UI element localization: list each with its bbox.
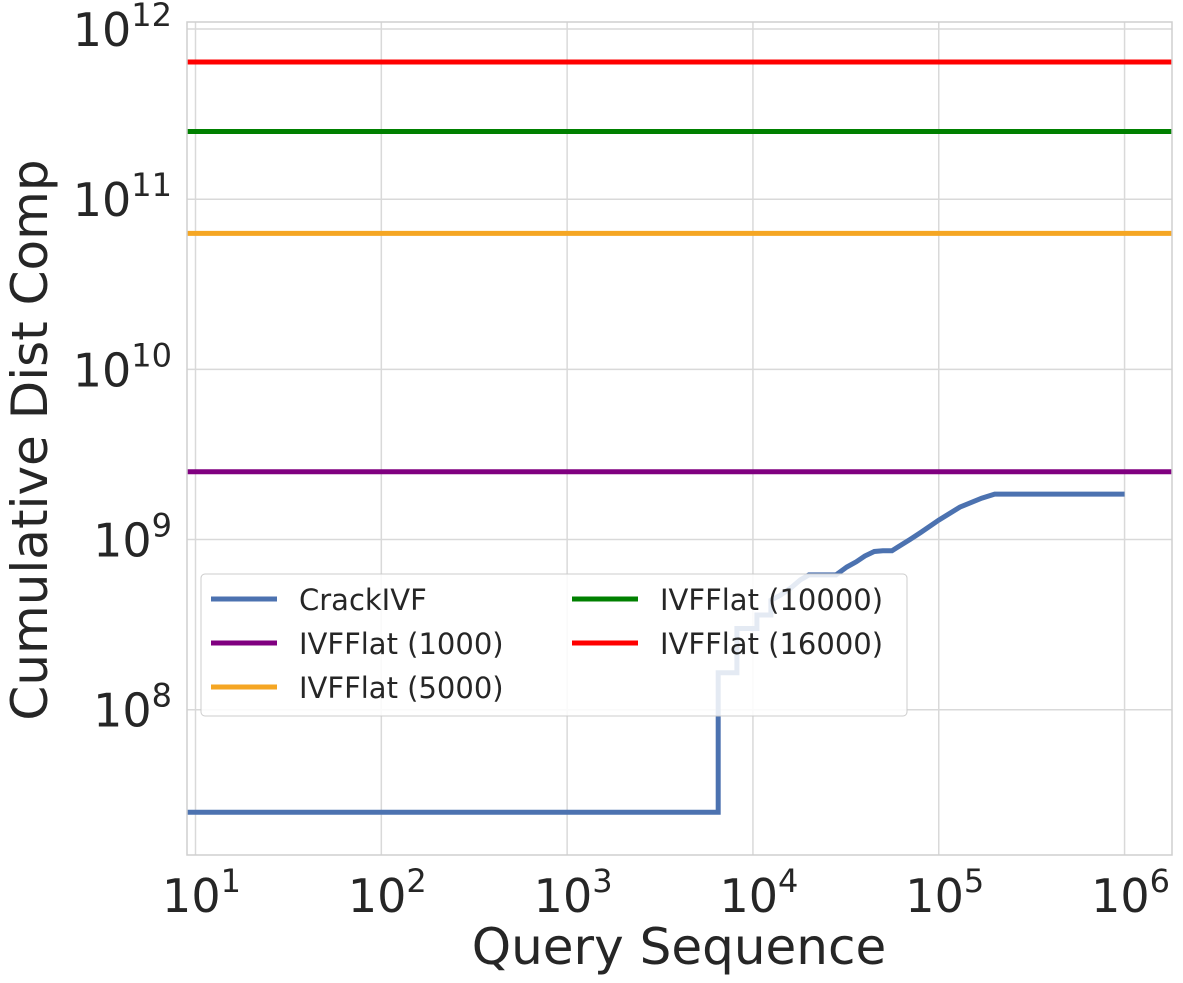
x-tick-label: 105 xyxy=(905,862,984,923)
y-tick-label-base: 10 xyxy=(73,3,132,57)
legend-label: IVFFlat (5000) xyxy=(299,671,504,705)
y-axis-label: Cumulative Dist Comp xyxy=(1,159,59,720)
x-tick-label-exponent: 6 xyxy=(1150,862,1170,900)
y-tick-label-base: 10 xyxy=(93,514,152,568)
x-tick-label-exponent: 3 xyxy=(592,862,612,900)
legend: CrackIVF IVFFlat (1000) IVFFlat (5000) IVFF… xyxy=(200,573,908,717)
plot-frame xyxy=(186,21,1173,856)
x-tick-label-base: 10 xyxy=(719,869,778,923)
y-tick-label: 109 xyxy=(93,507,172,568)
x-tick-label-exponent: 5 xyxy=(964,862,984,900)
y-tick-label-exponent: 12 xyxy=(131,0,172,34)
legend-box xyxy=(200,573,908,717)
y-tick-label-exponent: 11 xyxy=(131,166,172,204)
x-axis-ticks: 101 102 103 104 105 106 xyxy=(162,862,1170,923)
y-tick-label-exponent: 8 xyxy=(152,677,172,715)
legend-label: IVFFlat (10000) xyxy=(660,583,883,617)
legend-label: IVFFlat (16000) xyxy=(660,627,883,661)
x-tick-label-exponent: 1 xyxy=(221,862,241,900)
x-tick-label: 103 xyxy=(534,862,613,923)
x-tick-label-base: 10 xyxy=(1091,869,1150,923)
x-tick-label-base: 10 xyxy=(905,869,964,923)
x-tick-label: 102 xyxy=(348,862,427,923)
legend-label: CrackIVF xyxy=(299,583,427,617)
legend-label: IVFFlat (1000) xyxy=(299,627,504,661)
y-tick-label-exponent: 10 xyxy=(131,336,172,374)
y-tick-label-base: 10 xyxy=(73,343,132,397)
y-tick-label-base: 10 xyxy=(73,173,132,227)
y-tick-label: 1010 xyxy=(73,336,172,397)
y-tick-label: 108 xyxy=(93,677,172,738)
x-tick-label-base: 10 xyxy=(348,869,407,923)
x-axis-label: Query Sequence xyxy=(472,918,886,976)
x-tick-label-exponent: 4 xyxy=(778,862,798,900)
y-tick-label: 1011 xyxy=(73,166,172,227)
y-tick-label-base: 10 xyxy=(93,684,152,738)
x-tick-label-exponent: 2 xyxy=(406,862,426,900)
x-tick-label: 106 xyxy=(1091,862,1170,923)
x-tick-label: 101 xyxy=(162,862,241,923)
y-tick-label-exponent: 9 xyxy=(152,507,172,545)
x-tick-label: 104 xyxy=(719,862,798,923)
y-tick-label: 1012 xyxy=(73,0,172,57)
x-tick-label-base: 10 xyxy=(162,869,221,923)
grid xyxy=(187,22,1172,855)
x-tick-label-base: 10 xyxy=(534,869,593,923)
